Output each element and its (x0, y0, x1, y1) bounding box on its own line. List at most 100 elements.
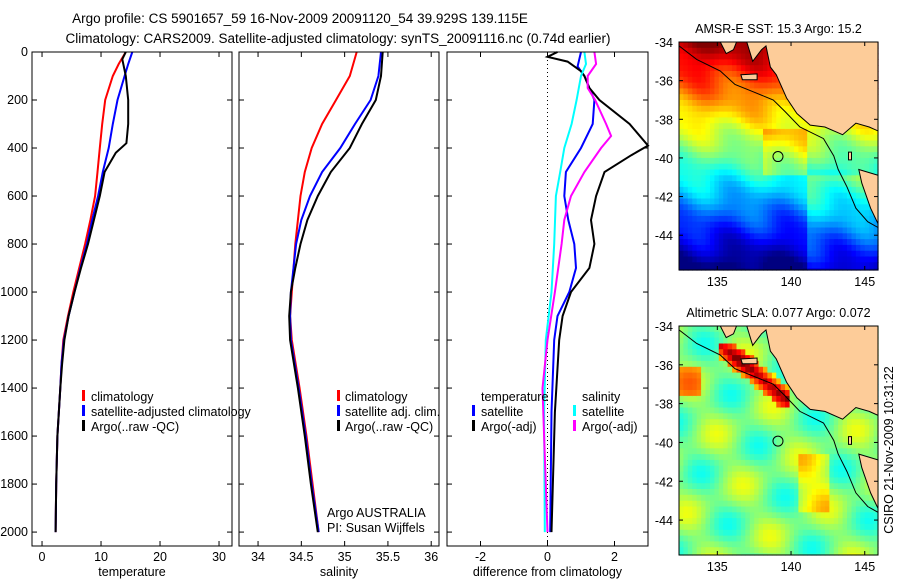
sla-cell (855, 419, 861, 426)
sla-cell (780, 401, 786, 409)
sst-cell (710, 146, 715, 153)
sst-cell (740, 65, 746, 72)
sst-cell (749, 192, 755, 200)
land-polygon (746, 41, 879, 136)
sla-cell (679, 553, 684, 556)
sla-cell (710, 518, 715, 525)
sst-cell (679, 152, 684, 159)
sst-cell (732, 111, 738, 118)
sst-cell (855, 192, 861, 200)
sst-cell (732, 117, 738, 124)
sst-cell (692, 239, 698, 246)
sla-cell (723, 477, 729, 484)
sla-cell (842, 500, 848, 508)
sla-cell (802, 547, 808, 554)
sst-cell (789, 210, 795, 217)
sla-cell (767, 436, 773, 443)
sla-cell (811, 465, 817, 473)
sla-cell (869, 425, 875, 432)
sst-cell (740, 94, 746, 101)
sla-cell (679, 360, 684, 368)
sla-cell (864, 541, 870, 548)
plot-frame (238, 51, 440, 547)
latitude-tick-label: -40 (655, 152, 673, 166)
sla-cell (798, 553, 804, 556)
sla-cell (789, 494, 795, 502)
sla-cell (851, 413, 857, 420)
sla-cell (710, 477, 715, 484)
sst-cell (679, 181, 684, 188)
sst-cell (696, 140, 702, 147)
sla-cell (732, 506, 738, 513)
sla-cell (718, 366, 724, 374)
sla-cell (745, 436, 751, 443)
sla-cell (758, 366, 764, 374)
sst-cell (736, 140, 742, 147)
sla-cell (718, 500, 724, 508)
sst-cell (785, 100, 791, 107)
sla-cell (692, 366, 698, 374)
sla-cell (860, 512, 866, 519)
sst-cell (754, 221, 760, 229)
sla-cell (794, 483, 799, 490)
sst-cell (833, 256, 839, 263)
sla-cell (758, 506, 764, 513)
sla-cell (864, 442, 870, 449)
sla-cell (696, 454, 702, 461)
sst-cell (789, 192, 795, 200)
sla-cell (718, 529, 724, 537)
sst-cell (745, 198, 751, 205)
timestamp-stamp: CSIRO 21-Nov-2009 10:31:22 (882, 366, 896, 534)
sla-cell (794, 518, 799, 525)
sla-cell (732, 535, 738, 542)
sla-cell (736, 547, 742, 554)
sla-cell (692, 535, 698, 542)
sst-cell (851, 227, 857, 234)
sla-cell (776, 483, 782, 490)
sla-cell (816, 459, 822, 467)
sst-cell (763, 94, 768, 101)
sla-cell (758, 477, 764, 484)
sst-cell (723, 175, 729, 182)
sla-cell (771, 471, 777, 478)
legend-swatch-sal-satellite (573, 405, 576, 416)
sla-cell (740, 465, 746, 473)
legend-label: satellite (582, 405, 624, 419)
sla-cell (758, 337, 764, 344)
sla-cell (710, 407, 715, 414)
sla-cell (763, 337, 768, 344)
sst-cell (763, 88, 768, 95)
sst-cell (727, 65, 733, 72)
sla-cell (807, 436, 813, 443)
sla-cell (758, 425, 764, 432)
sst-cell (718, 268, 724, 271)
sst-cell (838, 227, 844, 234)
sst-cell (767, 227, 773, 234)
sla-cell (718, 442, 724, 449)
sla-cell (802, 518, 808, 525)
sst-cell (771, 268, 777, 271)
sla-cell (714, 372, 720, 379)
sla-cell (847, 419, 852, 426)
sla-cell (824, 523, 830, 531)
sla-cell (727, 355, 733, 362)
sst-cell (851, 169, 857, 176)
sst-cell (710, 100, 715, 107)
sla-cell (816, 465, 822, 473)
sst-cell (740, 244, 746, 252)
sst-cell (745, 146, 751, 153)
sst-cell (842, 146, 848, 153)
sla-cell (687, 401, 693, 409)
land-polygon (848, 436, 852, 445)
sst-cell (767, 134, 773, 142)
sst-cell (816, 239, 822, 246)
sst-cell (842, 140, 848, 147)
sst-cell (763, 76, 768, 84)
sst-cell (696, 157, 702, 165)
sst-cell (732, 198, 738, 205)
sla-cell (718, 331, 724, 339)
sst-cell (749, 262, 755, 269)
sla-cell (802, 500, 808, 508)
sst-cell (745, 244, 751, 252)
sst-cell (727, 53, 733, 60)
